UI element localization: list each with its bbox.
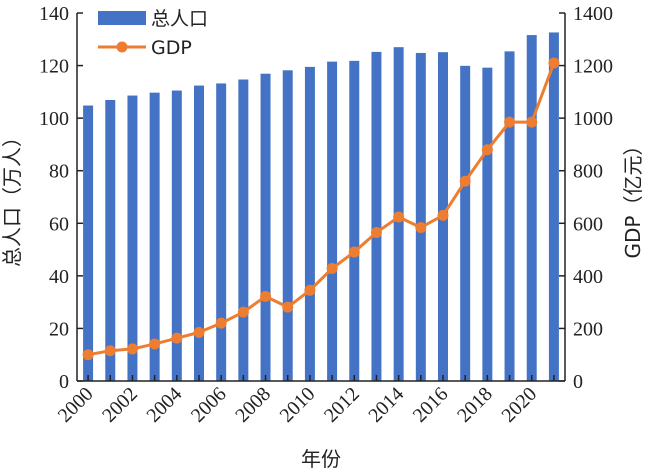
- x-tick-label-2002: 2002: [98, 383, 142, 427]
- gdp-point-2005: [193, 326, 205, 338]
- right-tick-label: 400: [573, 266, 603, 288]
- gdp-point-2011: [326, 263, 338, 274]
- left-tick-label: 100: [39, 108, 69, 130]
- bar-2019: [504, 51, 515, 381]
- bar-2017: [460, 65, 471, 381]
- x-ticks: 2000 2002 2004 2006 2008 2010 2012 2014 2016 2018…: [54, 375, 555, 427]
- y-axis-left-title: 总人口（万人）: [0, 127, 24, 267]
- right-tick-label: 1400: [573, 3, 613, 25]
- x-tick-label-2016: 2016: [409, 383, 453, 427]
- left-tick-label: 120: [39, 56, 69, 78]
- right-tick-label: 800: [573, 161, 603, 183]
- gdp-point-2010: [304, 284, 316, 296]
- gdp-line-series: [82, 57, 560, 361]
- bar-2002: [127, 95, 138, 381]
- left-tick-label: 20: [49, 318, 69, 340]
- right-tick-label: 600: [573, 213, 603, 235]
- gdp-point-2006: [215, 317, 227, 329]
- gdp-point-2012: [348, 246, 360, 258]
- left-tick-label: 0: [59, 371, 69, 393]
- right-y-ticks: 0 200 400 600 800 1000 1200 1400: [559, 3, 613, 393]
- bar-2001: [105, 100, 116, 381]
- right-tick-label: 1000: [573, 108, 613, 130]
- x-tick-label-2010: 2010: [276, 383, 320, 427]
- bar-2021: [548, 32, 559, 381]
- left-tick-label: 140: [39, 3, 69, 25]
- gdp-point-2001: [104, 345, 116, 357]
- gdp-point-2021: [548, 57, 560, 69]
- x-tick-label-2018: 2018: [453, 383, 497, 427]
- gdp-point-2008: [260, 290, 272, 302]
- bar-2015: [415, 52, 426, 381]
- bar-2003: [149, 92, 160, 382]
- gdp-point-2013: [370, 226, 382, 238]
- x-tick-label-2012: 2012: [320, 383, 364, 427]
- x-axis-title: 年份: [301, 447, 341, 471]
- legend: 总人口 GDP: [98, 8, 208, 59]
- bar-2010: [304, 66, 315, 381]
- gdp-point-2007: [237, 306, 249, 318]
- left-y-ticks: 0 20 40 60 80 100 120 140: [39, 3, 83, 393]
- left-tick-label: 60: [49, 213, 69, 235]
- x-tick-label-2004: 2004: [143, 383, 187, 427]
- gdp-point-2017: [459, 175, 471, 187]
- gdp-point-2004: [171, 332, 183, 344]
- bar-2013: [371, 51, 382, 382]
- left-tick-label: 40: [49, 266, 69, 288]
- bar-2018: [482, 67, 493, 382]
- gdp-point-2000: [82, 349, 94, 361]
- gdp-point-2020: [526, 116, 538, 128]
- x-tick-label-2006: 2006: [187, 383, 231, 427]
- bar-2000: [83, 105, 94, 381]
- gdp-point-2009: [282, 301, 294, 313]
- legend-swatch-bar: [98, 11, 146, 25]
- x-tick-label-2014: 2014: [364, 383, 408, 427]
- legend-label-gdp: GDP: [151, 37, 192, 59]
- gdp-line: [87, 62, 556, 357]
- gdp-point-2002: [126, 343, 138, 355]
- population-bars: [83, 32, 559, 382]
- bar-2009: [282, 70, 293, 382]
- legend-swatch-marker: [116, 41, 128, 53]
- bar-2008: [260, 73, 271, 381]
- right-tick-label: 1200: [573, 56, 613, 78]
- bar-2004: [171, 90, 182, 381]
- left-tick-label: 80: [49, 161, 69, 183]
- bar-2006: [216, 83, 227, 381]
- bar-2005: [194, 85, 204, 382]
- legend-label-population: 总人口: [151, 8, 208, 30]
- right-tick-label: 0: [573, 371, 583, 393]
- x-tick-label-2020: 2020: [497, 383, 541, 427]
- bar-2012: [349, 60, 360, 382]
- gdp-point-2018: [481, 144, 493, 156]
- x-tick-label-2008: 2008: [231, 383, 275, 427]
- bar-2011: [327, 61, 338, 381]
- axes: [76, 13, 566, 382]
- y-axis-right-title: GDP（亿元）: [621, 136, 645, 259]
- gdp-point-2015: [415, 221, 427, 233]
- bar-2020: [526, 35, 537, 381]
- bar-2007: [238, 79, 249, 381]
- gdp-point-2014: [393, 211, 405, 223]
- gdp-point-2016: [437, 209, 449, 221]
- gdp-point-2019: [504, 116, 516, 128]
- right-tick-label: 200: [573, 318, 603, 340]
- gdp-point-2003: [149, 338, 161, 350]
